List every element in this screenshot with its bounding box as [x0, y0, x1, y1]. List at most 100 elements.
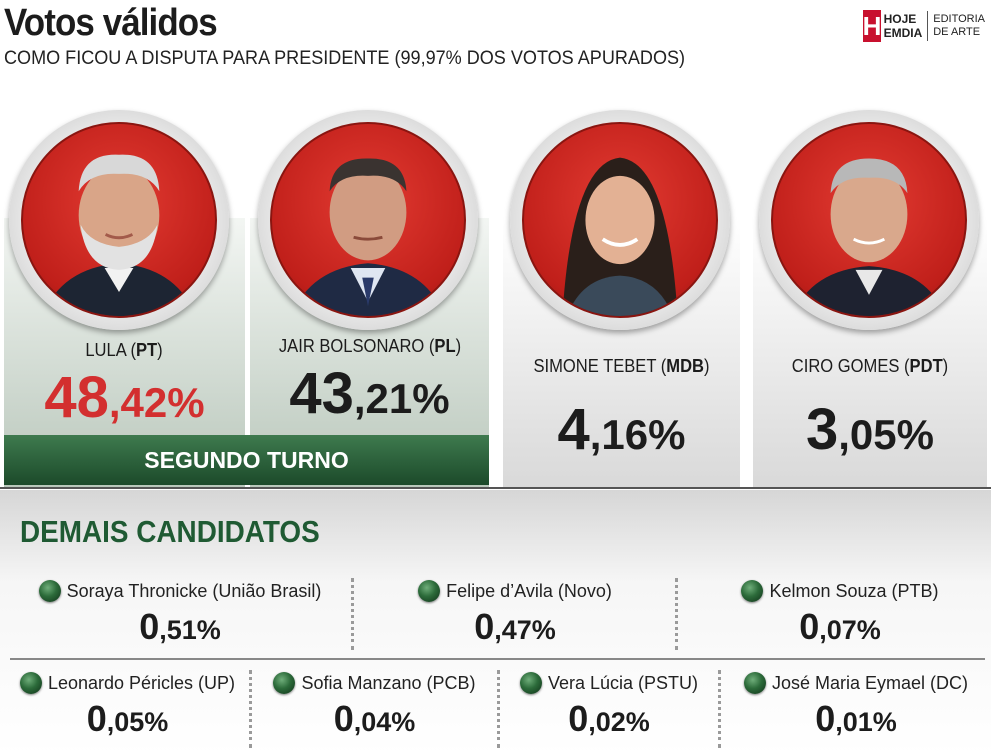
portrait-lula-icon: [42, 154, 196, 316]
other-candidate-label: Leonardo Péricles (UP): [10, 672, 245, 694]
runoff-banner: SEGUNDO TURNO: [4, 435, 489, 485]
candidate-name-ciro: CIRO GOMES (PDT): [791, 356, 949, 376]
column-divider: [497, 670, 500, 748]
row-divider: [10, 658, 985, 660]
candidate-photo-frame-bolsonaro: [258, 110, 478, 330]
other-candidate-item: Kelmon Souza (PTB) 0,07%: [695, 580, 985, 648]
candidate-pct-ciro: 3,05%: [753, 396, 987, 463]
pct-integer: 0: [568, 698, 589, 739]
other-candidate-pct: 0,01%: [725, 698, 987, 740]
candidate-photo-frame-ciro: [759, 110, 979, 330]
portrait-ciro-icon: [792, 158, 946, 316]
bullet-icon: [418, 580, 441, 602]
portrait-tebet-icon: [562, 157, 678, 316]
candidate-party: PL: [434, 336, 456, 356]
bullet-icon: [519, 672, 542, 694]
column-divider: [351, 578, 354, 650]
other-candidate-item: Sofia Manzano (PCB) 0,04%: [257, 672, 492, 740]
candidate-photo-frame-lula: [9, 110, 229, 330]
pct-decimal: ,07%: [819, 615, 881, 645]
other-candidate-name: Soraya Thronicke (União Brasil): [66, 580, 322, 601]
other-candidate-label: Felipe d’Avila (Novo): [370, 580, 660, 602]
pct-decimal: ,01%: [835, 707, 897, 737]
section-divider: [0, 487, 991, 489]
logo-name-line-1: HOJE: [883, 12, 917, 26]
column-divider: [675, 578, 678, 650]
pct-decimal: ,16%: [589, 411, 686, 458]
portrait-bolsonaro-icon: [291, 158, 445, 316]
candidate-party: PT: [135, 340, 158, 360]
other-candidate-pct: 0,05%: [10, 698, 245, 740]
bullet-icon: [273, 672, 296, 694]
pct-integer: 0: [474, 606, 495, 647]
other-candidate-item: Vera Lúcia (PSTU) 0,02%: [505, 672, 713, 740]
candidate-pct-tebet: 4,16%: [503, 396, 740, 463]
bullet-icon: [741, 580, 764, 602]
other-candidate-label: Soraya Thronicke (União Brasil): [20, 580, 340, 602]
other-candidate-pct: 0,04%: [257, 698, 492, 740]
logo-editoria: EDITORIA DE ARTE: [933, 13, 985, 39]
candidate-photo-ciro: [771, 122, 967, 318]
other-candidate-item: Soraya Thronicke (União Brasil) 0,51%: [20, 580, 340, 648]
candidate-photo-frame-tebet: [510, 110, 730, 330]
pct-decimal: ,05%: [838, 411, 934, 458]
other-candidate-item: José Maria Eymael (DC) 0,01%: [725, 672, 987, 740]
candidate-name-text: CIRO GOMES: [791, 356, 900, 376]
candidate-photo-lula: [21, 122, 217, 318]
other-candidate-name: Kelmon Souza (PTB): [769, 580, 939, 601]
logo-divider: [927, 11, 929, 41]
logo-mark: H: [862, 10, 882, 42]
pct-integer: 0: [139, 606, 160, 647]
pct-integer: 3: [806, 397, 839, 462]
candidate-party: MDB: [666, 356, 705, 376]
bullet-icon: [38, 580, 61, 602]
pct-integer: 0: [799, 606, 820, 647]
other-candidate-pct: 0,07%: [695, 606, 985, 648]
pct-decimal: ,42%: [108, 379, 205, 426]
other-candidate-name: Leonardo Péricles (UP): [47, 672, 236, 693]
other-candidate-item: Leonardo Péricles (UP) 0,05%: [10, 672, 245, 740]
other-candidate-label: Sofia Manzano (PCB): [257, 672, 492, 694]
candidate-name-text: SIMONE TEBET: [533, 356, 657, 376]
logo-ed-line-2: DE ARTE: [933, 26, 981, 38]
pct-decimal: ,21%: [353, 375, 450, 422]
candidate-name-text: LULA: [85, 340, 126, 360]
bullet-icon: [19, 672, 42, 694]
other-candidate-item: Felipe d’Avila (Novo) 0,47%: [370, 580, 660, 648]
logo-ed-line-1: EDITORIA: [933, 13, 985, 25]
other-candidate-label: José Maria Eymael (DC): [725, 672, 987, 694]
pct-integer: 0: [86, 698, 107, 739]
other-candidate-pct: 0,47%: [370, 606, 660, 648]
pct-integer: 0: [815, 698, 836, 739]
column-divider: [249, 670, 252, 748]
candidate-name-bolsonaro: JAIR BOLSONARO (PL): [278, 336, 462, 356]
other-candidate-pct: 0,51%: [20, 606, 340, 648]
other-candidate-label: Vera Lúcia (PSTU): [505, 672, 713, 694]
logo-name: HOJE EMDIA: [884, 12, 923, 40]
page-subtitle: COMO FICOU A DISPUTA PARA PRESIDENTE (99…: [4, 48, 686, 69]
other-candidate-pct: 0,02%: [505, 698, 713, 740]
pct-decimal: ,02%: [588, 707, 650, 737]
page-title: Votos válidos: [4, 2, 218, 44]
pct-integer: 43: [289, 361, 354, 426]
candidate-pct-bolsonaro: 43,21%: [250, 360, 489, 427]
pct-decimal: ,51%: [159, 615, 221, 645]
other-candidate-name: José Maria Eymael (DC): [771, 672, 969, 693]
pct-decimal: ,05%: [106, 707, 169, 737]
other-candidate-name: Vera Lúcia (PSTU): [547, 672, 699, 693]
other-candidate-label: Kelmon Souza (PTB): [695, 580, 985, 602]
column-divider: [718, 670, 721, 748]
candidate-party: PDT: [909, 356, 943, 376]
candidate-name-text: JAIR BOLSONARO: [278, 336, 425, 356]
candidate-name-lula: LULA (PT): [85, 340, 163, 360]
other-candidates-title: DEMAIS CANDIDATOS: [20, 514, 320, 549]
pct-integer: 48: [44, 365, 109, 430]
pct-decimal: ,04%: [353, 707, 416, 737]
candidate-name-tebet: SIMONE TEBET (MDB): [533, 356, 710, 376]
candidate-photo-tebet: [522, 122, 718, 318]
other-candidates-section: [0, 490, 991, 755]
logo-name-line-2: EMDIA: [883, 26, 923, 40]
brand-logo: H HOJE EMDIA EDITORIA DE ARTE: [862, 8, 985, 44]
candidate-photo-bolsonaro: [270, 122, 466, 318]
bullet-icon: [743, 672, 766, 694]
